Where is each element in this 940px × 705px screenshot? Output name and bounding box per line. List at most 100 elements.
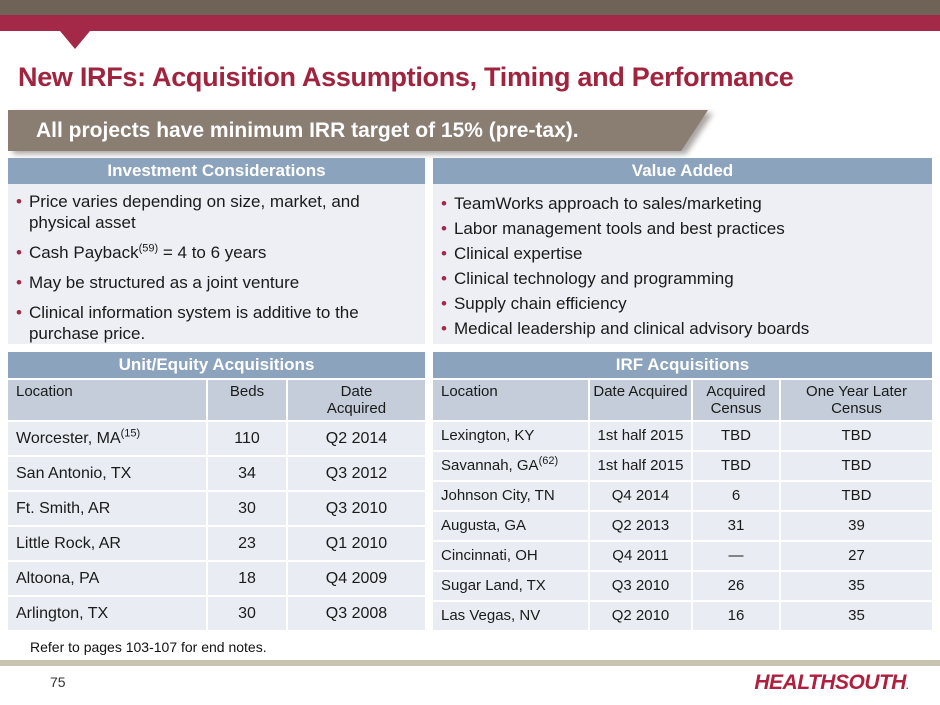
column-header-acquired-census: Acquired Census [693, 380, 779, 420]
irr-target-banner-text: All projects have minimum IRR target of … [36, 118, 579, 142]
cell-date: Q2 2014 [288, 422, 425, 455]
bullet-item: • Price varies depending on size, market… [16, 191, 419, 233]
unit-equity-table-title: Unit/Equity Acquisitions [8, 352, 425, 378]
value-added-panel: Value Added • TeamWorks approach to sale… [433, 158, 932, 344]
cell-beds: 34 [208, 457, 286, 490]
bullet-marker: • [441, 319, 447, 338]
cell-date: Q4 2014 [590, 482, 691, 510]
cell-location: San Antonio, TX [8, 457, 206, 490]
bullet-item: • Supply chain efficiency [441, 291, 926, 316]
bullet-item: • TeamWorks approach to sales/marketing [441, 191, 926, 216]
cell-acquired-census: — [693, 542, 779, 570]
cell-location: Savannah, GA(62) [433, 452, 588, 480]
cell-location: Ft. Smith, AR [8, 492, 206, 525]
bullet-text: Price varies depending on size, market, … [28, 192, 360, 232]
cell-location: Johnson City, TN [433, 482, 588, 510]
bullet-text: Cash Payback(59) = 4 to 6 years [28, 242, 267, 262]
column-header-date-acquired: Date Acquired [590, 380, 691, 420]
bullet-item: • May be structured as a joint venture [16, 272, 419, 293]
page-number: 75 [50, 674, 66, 690]
bullet-marker: • [441, 194, 447, 213]
bullet-text: Clinical expertise [453, 244, 583, 263]
cell-location: Altoona, PA [8, 562, 206, 595]
footer-divider [0, 660, 940, 666]
cell-date: Q3 2012 [288, 457, 425, 490]
cell-location: Lexington, KY [433, 422, 588, 450]
cell-beds: 110 [208, 422, 286, 455]
cell-acquired-census: 6 [693, 482, 779, 510]
bullet-text: Medical leadership and clinical advisory… [453, 319, 810, 338]
unit-equity-acquisitions-table: Unit/Equity Acquisitions Location Beds D… [8, 352, 425, 630]
investment-considerations-body: • Price varies depending on size, market… [8, 184, 425, 344]
column-header-one-year-later-census: One Year Later Census [781, 380, 932, 420]
cell-acquired-census: 16 [693, 602, 779, 630]
cell-beds: 23 [208, 527, 286, 560]
bullet-marker: • [16, 192, 22, 211]
cell-location: Sugar Land, TX [433, 572, 588, 600]
bullet-marker: • [16, 273, 22, 292]
bullet-item: • Medical leadership and clinical adviso… [441, 316, 926, 341]
bullet-text: May be structured as a joint venture [28, 273, 300, 292]
cell-date: Q3 2008 [288, 597, 425, 630]
irr-target-banner: All projects have minimum IRR target of … [8, 110, 708, 151]
cell-one-year-census: 39 [781, 512, 932, 540]
cell-one-year-census: 35 [781, 572, 932, 600]
cell-one-year-census: 27 [781, 542, 932, 570]
endnotes-reference: Refer to pages 103-107 for end notes. [30, 639, 267, 655]
bullet-item: • Clinical technology and programming [441, 266, 926, 291]
logo-registered-mark: . [905, 681, 909, 691]
cell-date: Q4 2011 [590, 542, 691, 570]
healthsouth-logo: HEALTHSOUTH. [754, 671, 909, 694]
page-title: New IRFs: Acquisition Assumptions, Timin… [18, 62, 794, 93]
bullet-text: Labor management tools and best practice… [453, 219, 785, 238]
bullet-text: Clinical information system is additive … [28, 303, 359, 343]
cell-date: Q1 2010 [288, 527, 425, 560]
bullet-marker: • [16, 243, 22, 262]
column-header-beds: Beds [208, 380, 286, 420]
cell-one-year-census: 35 [781, 602, 932, 630]
cell-acquired-census: 31 [693, 512, 779, 540]
bullet-item: • Cash Payback(59) = 4 to 6 years [16, 242, 419, 263]
bullet-item: • Clinical information system is additiv… [16, 302, 419, 344]
cell-date: 1st half 2015 [590, 422, 691, 450]
cell-one-year-census: TBD [781, 482, 932, 510]
bullet-marker: • [441, 219, 447, 238]
cell-beds: 30 [208, 597, 286, 630]
cell-one-year-census: TBD [781, 422, 932, 450]
investment-considerations-header: Investment Considerations [8, 158, 425, 184]
cell-beds: 18 [208, 562, 286, 595]
value-added-header: Value Added [433, 158, 932, 184]
cell-date: Q3 2010 [590, 572, 691, 600]
irf-table-grid: Location Date Acquired Acquired Census O… [433, 380, 932, 630]
cell-location: Arlington, TX [8, 597, 206, 630]
investment-considerations-panel: Investment Considerations • Price varies… [8, 158, 425, 344]
cell-one-year-census: TBD [781, 452, 932, 480]
crimson-triangle-icon [60, 31, 90, 49]
top-accent-bar [0, 0, 940, 15]
cell-date: Q2 2010 [590, 602, 691, 630]
bullet-item: • Labor management tools and best practi… [441, 216, 926, 241]
column-header-location: Location [8, 380, 206, 420]
cell-date: Q4 2009 [288, 562, 425, 595]
column-header-location: Location [433, 380, 588, 420]
cell-date: 1st half 2015 [590, 452, 691, 480]
cell-date: Q2 2013 [590, 512, 691, 540]
column-header-date-acquired: Date Acquired [288, 380, 425, 420]
bullet-marker: • [441, 244, 447, 263]
bullet-marker: • [16, 303, 22, 322]
cell-acquired-census: TBD [693, 452, 779, 480]
cell-acquired-census: 26 [693, 572, 779, 600]
cell-date: Q3 2010 [288, 492, 425, 525]
irf-acquisitions-table: IRF Acquisitions Location Date Acquired … [433, 352, 932, 630]
bullet-marker: • [441, 294, 447, 313]
cell-location: Cincinnati, OH [433, 542, 588, 570]
bullet-marker: • [441, 269, 447, 288]
bullet-text: Clinical technology and programming [453, 269, 734, 288]
bullet-item: • Clinical expertise [441, 241, 926, 266]
cell-location: Little Rock, AR [8, 527, 206, 560]
cell-location: Worcester, MA(15) [8, 422, 206, 455]
irr-target-banner-shape: All projects have minimum IRR target of … [8, 110, 708, 151]
cell-location: Las Vegas, NV [433, 602, 588, 630]
bullet-text: Supply chain efficiency [453, 294, 627, 313]
